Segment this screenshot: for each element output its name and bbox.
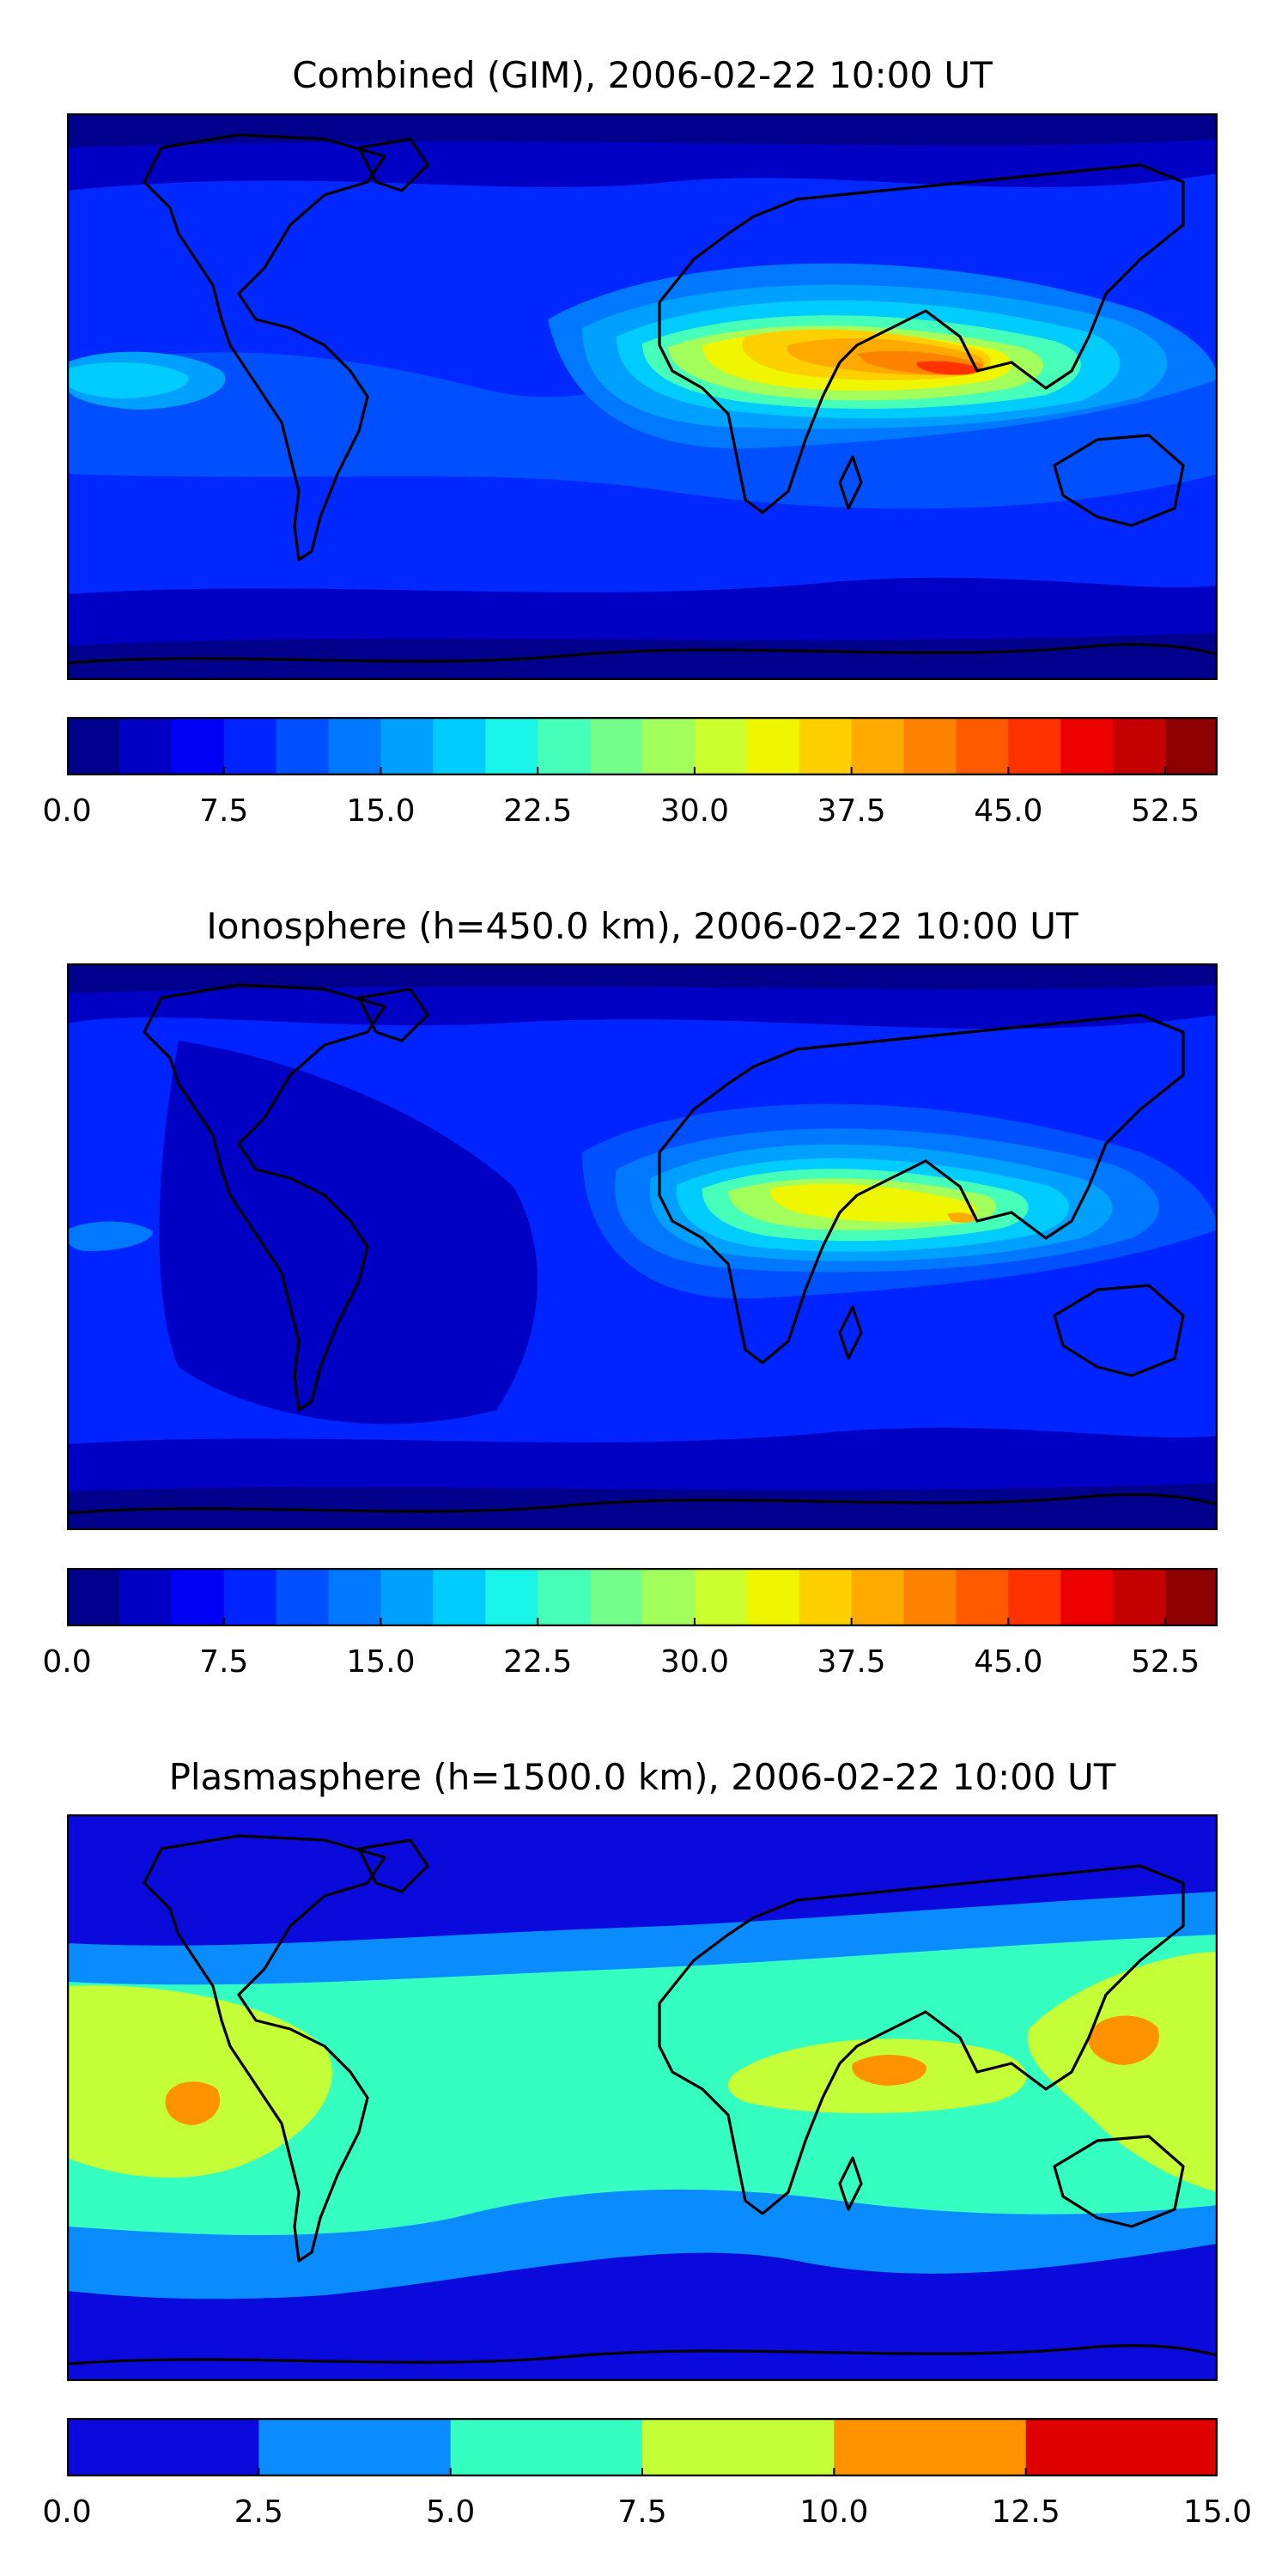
colorbar-segment	[851, 717, 905, 775]
tick-label: 37.5	[817, 793, 886, 829]
colorbar-segment	[380, 717, 434, 775]
colorbar-segment	[590, 717, 643, 775]
tick-label: 52.5	[1131, 793, 1200, 829]
colorbar-segment	[834, 2418, 1027, 2476]
colorbar-segment	[538, 717, 591, 775]
colorbar-segment	[223, 717, 277, 775]
tick-label: 7.5	[617, 2494, 667, 2530]
colorbar-segment	[223, 1568, 277, 1626]
colorbar-segment	[1113, 1568, 1166, 1626]
map-title: Ionosphere (h=450.0 km), 2006-02-22 10:0…	[206, 905, 1078, 947]
colorbar-segment	[1008, 717, 1061, 775]
colorbar-segment	[538, 1568, 591, 1626]
colorbar-segment	[642, 717, 696, 775]
tick-label: 30.0	[659, 1644, 729, 1680]
colorbar-segment	[433, 1568, 486, 1626]
colorbar-segment	[746, 1568, 800, 1626]
tick-label: 5.0	[426, 2494, 476, 2530]
colorbar-frame	[67, 1568, 1218, 1626]
tick-label: 0.0	[42, 793, 92, 829]
colorbar-segment	[118, 717, 173, 775]
colorbar-segment	[590, 1568, 643, 1626]
tick-label: 2.5	[234, 2494, 283, 2530]
colorbar-segment	[328, 717, 382, 775]
colorbar-segment	[642, 1568, 696, 1626]
colorbar-segment	[1165, 717, 1218, 775]
colorbar-segment	[67, 717, 120, 775]
colorbar-segment	[67, 2418, 259, 2476]
colorbar-segment	[799, 1568, 853, 1626]
tick-label: 37.5	[817, 1644, 886, 1680]
tick-label: 45.0	[974, 793, 1043, 829]
plasmasphere-tec-map	[67, 1814, 1218, 2381]
coastlines	[67, 133, 1218, 665]
colorbar-segment	[118, 1568, 173, 1626]
tick-label: 15.0	[346, 1644, 416, 1680]
colorbar-segment	[485, 717, 538, 775]
colorbar-segment	[1113, 717, 1166, 775]
tick-label: 12.5	[991, 2494, 1060, 2530]
colorbar-segment	[1060, 717, 1114, 775]
colorbar	[67, 1568, 1218, 1626]
colorbar-segment	[276, 1568, 330, 1626]
tick-label: 22.5	[503, 793, 573, 829]
colorbar-segment	[851, 1568, 905, 1626]
tick-label: 7.5	[199, 1644, 249, 1680]
tick-label: 30.0	[659, 793, 729, 829]
tick-label: 10.0	[799, 2494, 869, 2530]
colorbar-segment	[956, 717, 1009, 775]
map-frame	[67, 1814, 1218, 2381]
colorbar-segment	[903, 1568, 957, 1626]
colorbar-segment	[694, 1568, 748, 1626]
colorbar-segment	[380, 1568, 434, 1626]
colorbar-segment	[799, 717, 853, 775]
colorbar-segment	[67, 1568, 120, 1626]
map-frame	[67, 113, 1218, 680]
colorbar-ticks: 0.0 7.5 15.0 22.5 30.0 37.5 45.0 52.5	[42, 793, 1218, 829]
coastlines	[67, 983, 1218, 1515]
tick-label: 15.0	[346, 793, 416, 829]
colorbar-ticks: 0.0 2.5 5.0 7.5 10.0 12.5 15.0	[42, 2494, 1252, 2530]
tick-label: 52.5	[1131, 1644, 1200, 1680]
colorbar-segment	[1060, 1568, 1114, 1626]
colorbar-segment	[258, 2418, 452, 2476]
map-frame	[67, 963, 1218, 1530]
colorbar-segment	[642, 2418, 835, 2476]
colorbar	[67, 2418, 1218, 2476]
tick-label: 22.5	[503, 1644, 573, 1680]
colorbar-segment	[956, 1568, 1009, 1626]
colorbar-segment	[1165, 1568, 1218, 1626]
tick-label: 0.0	[42, 1644, 92, 1680]
colorbar-segment	[746, 717, 800, 775]
colorbar-segment	[903, 717, 957, 775]
colorbar-segment	[694, 717, 748, 775]
colorbar-ticks: 0.0 7.5 15.0 22.5 30.0 37.5 45.0 52.5	[42, 1644, 1218, 1680]
combined-tec-map	[67, 113, 1218, 680]
tick-label: 45.0	[974, 1644, 1043, 1680]
map-title: Combined (GIM), 2006-02-22 10:00 UT	[292, 54, 993, 96]
map-title: Plasmasphere (h=1500.0 km), 2006-02-22 1…	[168, 1756, 1116, 1798]
colorbar-frame	[67, 717, 1218, 775]
coastlines	[67, 1834, 1218, 2366]
colorbar-segment	[328, 1568, 382, 1626]
colorbar-segment	[450, 2418, 643, 2476]
colorbar-segment	[1008, 1568, 1061, 1626]
tick-label: 0.0	[42, 2494, 92, 2530]
tick-label: 7.5	[199, 793, 249, 829]
colorbar-segment	[485, 1568, 538, 1626]
colorbar-segment	[433, 717, 486, 775]
tick-label: 15.0	[1182, 2494, 1253, 2530]
colorbar-segment	[171, 1568, 225, 1626]
colorbar-segment	[276, 717, 330, 775]
colorbar-segment	[171, 717, 225, 775]
colorbar	[67, 717, 1218, 775]
colorbar-segment	[1025, 2418, 1218, 2476]
ionosphere-tec-map	[67, 963, 1218, 1530]
